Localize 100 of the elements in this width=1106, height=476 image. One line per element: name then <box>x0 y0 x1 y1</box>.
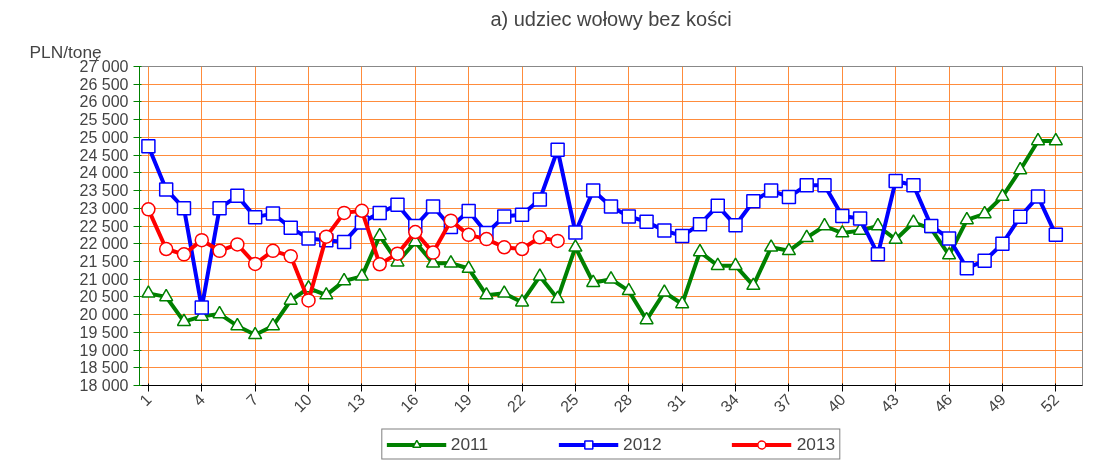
point <box>283 220 298 236</box>
point <box>176 247 192 262</box>
point <box>621 209 637 224</box>
y-tick-label: 25 000 <box>79 128 129 146</box>
point <box>230 317 245 331</box>
point <box>799 177 814 193</box>
point <box>906 214 921 227</box>
point <box>835 208 850 224</box>
point <box>283 292 298 305</box>
point <box>443 213 459 228</box>
legend-label: 2013 <box>796 433 836 455</box>
point <box>781 189 797 205</box>
point <box>336 272 352 286</box>
point <box>194 300 210 315</box>
point <box>497 285 512 298</box>
point <box>763 183 779 198</box>
x-tick-label: 16 <box>397 390 422 416</box>
x-tick-label: 13 <box>343 390 369 416</box>
x-tick-label: 46 <box>930 390 956 416</box>
point <box>550 142 565 158</box>
y-tick-label: 22 500 <box>79 217 129 235</box>
point <box>657 223 672 238</box>
point <box>514 293 530 307</box>
point <box>781 242 797 256</box>
point <box>710 198 725 214</box>
point <box>212 201 227 216</box>
point <box>568 239 583 252</box>
point <box>514 241 530 257</box>
point <box>657 284 672 297</box>
point <box>763 239 779 252</box>
point <box>977 253 992 268</box>
point <box>1030 189 1046 204</box>
point <box>265 317 281 331</box>
chart-title: a) udziec wołowy bez kości <box>490 7 732 30</box>
point <box>265 206 281 221</box>
y-tick-label: 23 000 <box>79 199 129 217</box>
point <box>443 254 459 268</box>
point <box>479 231 494 247</box>
point <box>532 192 548 207</box>
point <box>461 260 476 274</box>
point <box>941 231 957 246</box>
legend-label: 2011 <box>450 433 489 455</box>
y-tick-label: 21 500 <box>79 252 129 270</box>
point <box>870 247 886 262</box>
point <box>817 217 832 231</box>
point <box>639 311 654 325</box>
point <box>247 256 263 272</box>
x-tick-label: 19 <box>450 390 476 416</box>
point <box>817 177 832 193</box>
point <box>621 282 637 296</box>
y-tick-label: 24 000 <box>79 164 129 182</box>
point <box>514 207 530 222</box>
x-tick-label: 1 <box>136 390 155 410</box>
point <box>585 183 601 198</box>
x-tick-label: 10 <box>290 390 315 416</box>
point <box>390 197 405 212</box>
y-tick-label: 23 500 <box>79 182 129 200</box>
point <box>888 231 903 244</box>
point <box>692 243 708 257</box>
point <box>568 225 583 240</box>
point <box>674 228 690 244</box>
point <box>336 205 352 221</box>
point <box>497 240 512 255</box>
y-tick-label: 26 500 <box>79 75 129 93</box>
y-tick-label: 26 000 <box>79 93 129 111</box>
point <box>603 270 619 284</box>
y-tick-label: 24 500 <box>79 146 129 164</box>
point <box>888 173 903 189</box>
x-tick-label: 22 <box>503 390 529 416</box>
point <box>158 288 174 302</box>
point <box>230 237 245 252</box>
point <box>247 209 263 225</box>
y-tick-label: 18 500 <box>79 359 129 377</box>
point <box>158 241 174 257</box>
legend-label: 2012 <box>623 433 662 455</box>
x-tick-label: 40 <box>824 390 849 416</box>
x-tick-label: 49 <box>984 390 1009 416</box>
point <box>585 274 601 288</box>
x-tick-label: 34 <box>717 390 742 416</box>
point <box>301 231 316 246</box>
point <box>995 236 1010 251</box>
y-tick-label: 25 500 <box>79 111 129 129</box>
y-tick-label: 19 000 <box>79 341 129 359</box>
point <box>728 257 743 271</box>
point <box>176 313 192 327</box>
point <box>176 201 192 216</box>
x-tick-label: 7 <box>243 390 262 410</box>
point <box>799 229 814 243</box>
point <box>158 182 174 197</box>
point <box>959 211 975 225</box>
point <box>639 214 654 229</box>
point <box>746 193 761 209</box>
x-tick-label: 28 <box>610 390 636 416</box>
point <box>319 286 334 300</box>
point <box>336 234 352 250</box>
point <box>728 218 743 233</box>
point <box>479 286 494 300</box>
point <box>354 203 370 218</box>
x-tick-label: 52 <box>1037 390 1063 416</box>
point <box>550 233 565 249</box>
